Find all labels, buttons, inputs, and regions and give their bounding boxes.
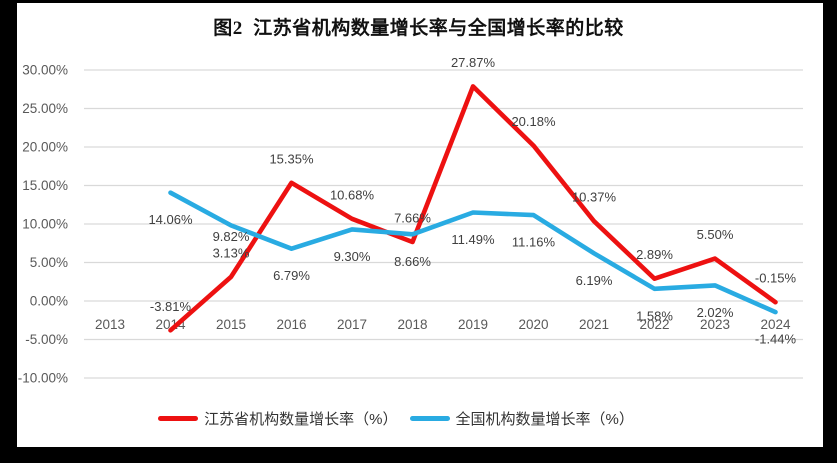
- data-label: -1.44%: [755, 332, 797, 347]
- x-axis-tick-label: 2021: [579, 317, 609, 332]
- x-axis-tick-label: 2023: [700, 317, 730, 332]
- x-axis-tick-label: 2015: [216, 317, 246, 332]
- data-label: 5.50%: [697, 227, 734, 242]
- legend-item-national: 全国机构数量增长率（%）: [409, 408, 634, 429]
- data-label: 2.89%: [636, 247, 673, 262]
- data-label: 6.19%: [576, 273, 613, 288]
- legend-label-jiangsu: 江苏省机构数量增长率（%）: [204, 411, 398, 428]
- x-axis-tick-label: 2017: [337, 317, 367, 332]
- data-label: 7.66%: [394, 211, 431, 226]
- legend-item-jiangsu: 江苏省机构数量增长率（%）: [158, 408, 398, 429]
- data-label: 10.68%: [330, 187, 375, 202]
- x-axis-tick-label: 2016: [276, 317, 306, 332]
- data-label: 9.82%: [213, 229, 250, 244]
- data-label: 11.49%: [451, 232, 495, 247]
- data-label: -3.81%: [150, 299, 192, 314]
- y-axis-tick-label: 5.00%: [30, 255, 68, 270]
- data-label: -0.15%: [755, 271, 797, 286]
- y-axis-tick-label: 30.00%: [22, 63, 68, 78]
- x-axis-tick-label: 2013: [95, 317, 125, 332]
- y-axis-tick-label: -5.00%: [25, 332, 68, 347]
- data-label: 2.02%: [697, 305, 734, 320]
- data-label: 3.13%: [213, 245, 250, 260]
- x-axis-tick-label: 2022: [639, 317, 669, 332]
- chart-legend: 江苏省机构数量增长率（%） 全国机构数量增长率（%）: [0, 408, 792, 429]
- x-axis-tick-label: 2024: [760, 317, 791, 332]
- data-label: 6.79%: [273, 268, 310, 283]
- data-label: 27.87%: [451, 55, 496, 70]
- jiangsu-series-swatch-icon: [158, 416, 199, 421]
- data-label: 11.16%: [512, 235, 556, 250]
- x-axis-tick-label: 2020: [518, 317, 548, 332]
- y-axis-tick-label: -10.00%: [18, 371, 68, 386]
- data-label: 10.37%: [572, 190, 617, 205]
- y-axis-tick-label: 0.00%: [30, 294, 68, 309]
- series-line-0: [168, 84, 778, 333]
- data-label: 15.35%: [269, 151, 314, 166]
- y-axis-tick-label: 20.00%: [22, 140, 68, 155]
- data-label: 8.66%: [394, 254, 431, 269]
- x-axis-tick-label: 2019: [458, 317, 488, 332]
- data-label: 1.58%: [636, 308, 673, 323]
- national-series-swatch-icon: [409, 416, 450, 421]
- x-axis-tick-label: 2018: [397, 317, 427, 332]
- data-label: 14.06%: [148, 212, 193, 227]
- y-axis-tick-label: 10.00%: [22, 217, 68, 232]
- data-label: 9.30%: [334, 249, 371, 264]
- series-line-1: [168, 190, 778, 315]
- legend-label-national: 全国机构数量增长率（%）: [455, 411, 634, 428]
- data-label: 20.18%: [511, 114, 556, 129]
- chart-title: 图2 江苏省机构数量增长率与全国增长率的比较: [213, 18, 624, 39]
- y-axis-tick-label: 25.00%: [22, 101, 68, 116]
- y-axis-tick-label: 15.00%: [22, 178, 68, 193]
